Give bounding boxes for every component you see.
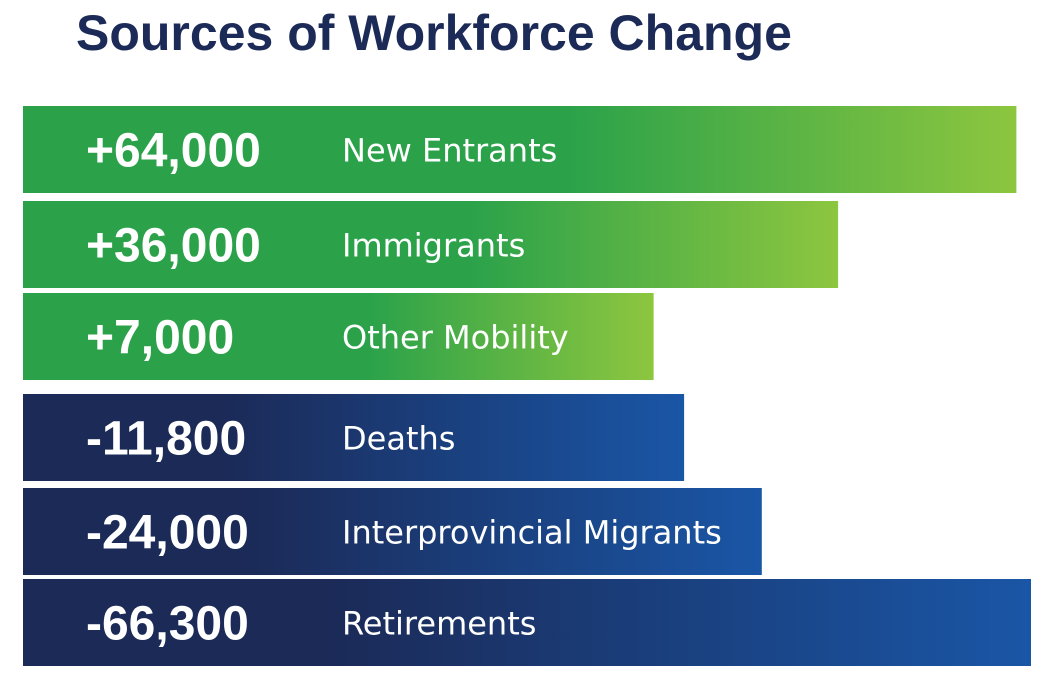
chart-title: Sources of Workforce Change [76,5,792,61]
bar-value-label: +7,000 [86,312,234,365]
bar-new-entrants [23,106,1017,193]
bar-category-label: Deaths [342,420,455,458]
bar-interprovincial-migrants [23,488,762,575]
bar-value-label: -24,000 [86,507,249,560]
bar-category-label: Interprovincial Migrants [342,514,722,552]
bar-value-label: -66,300 [86,598,249,651]
bar-retirements [23,579,1031,666]
bar-deaths [23,394,685,481]
bar-value-label: -11,800 [86,413,246,466]
bar-category-label: Immigrants [342,227,525,265]
bar-value-label: +64,000 [86,125,261,178]
bar-category-label: Other Mobility [342,319,569,357]
bar-category-label: New Entrants [342,132,557,170]
bar-category-label: Retirements [342,605,536,643]
bar-value-label: +36,000 [86,220,261,273]
bar-immigrants [23,201,839,288]
bar-other-mobility [23,293,654,380]
